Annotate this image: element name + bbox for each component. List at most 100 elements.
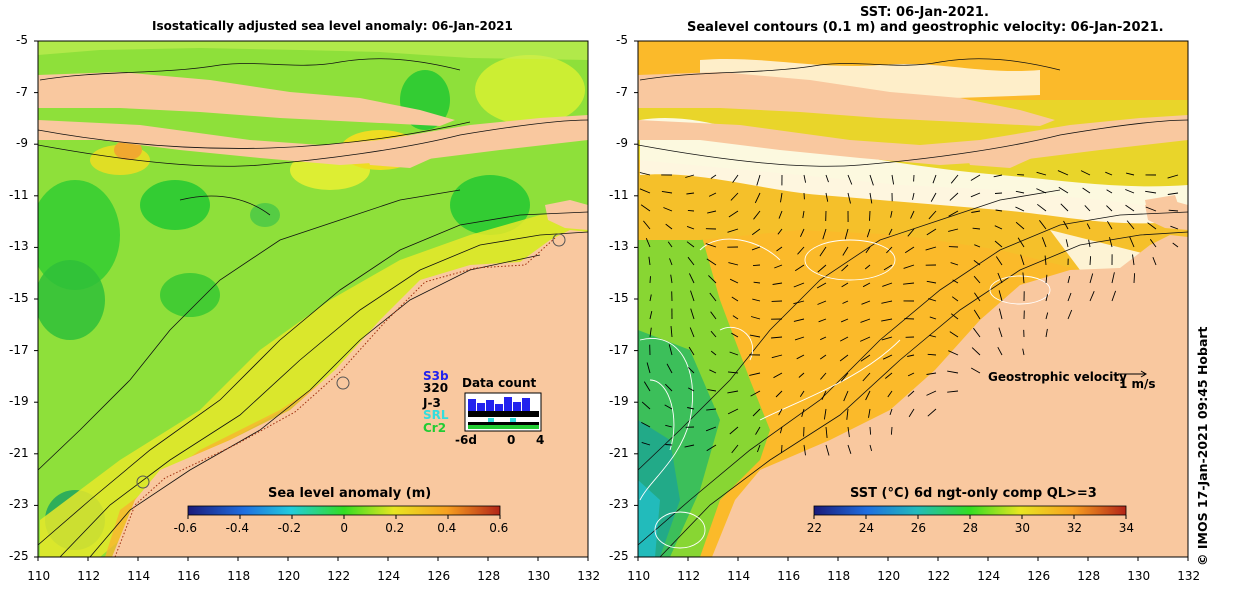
velocity-arrow bbox=[907, 390, 915, 397]
velocity-arrow bbox=[860, 318, 871, 323]
velocity-arrow bbox=[1045, 294, 1049, 302]
velocity-arrow bbox=[755, 426, 761, 435]
velocity-arrow bbox=[817, 300, 827, 305]
velocity-arrow bbox=[971, 210, 981, 213]
north-band bbox=[38, 41, 588, 60]
velocity-arrow bbox=[1080, 170, 1091, 176]
velocity-arrow bbox=[690, 308, 695, 320]
velocity-arrow bbox=[1045, 328, 1048, 338]
velocity-arrow bbox=[841, 282, 849, 288]
velocity-arrow bbox=[907, 354, 915, 357]
velocity-arrow bbox=[947, 370, 959, 374]
velocity-arrow bbox=[687, 256, 695, 266]
x-tick-label: 130 bbox=[527, 569, 551, 583]
colorbar-tick-label: 28 bbox=[962, 521, 979, 535]
velocity-arrow bbox=[823, 408, 827, 420]
velocity-arrow bbox=[882, 282, 893, 287]
velocity-arrow bbox=[772, 282, 783, 285]
satellite-label-srl: SRL bbox=[423, 408, 449, 422]
velocity-arrow bbox=[1111, 290, 1117, 302]
velocity-arrow bbox=[709, 369, 717, 374]
velocity-arrow bbox=[1105, 171, 1113, 176]
x-tick-label: 132 bbox=[1177, 569, 1201, 583]
sla-low-blob bbox=[140, 180, 210, 230]
velocity-arrow bbox=[1065, 239, 1069, 248]
colorbar-tick-label: 0.2 bbox=[385, 521, 405, 535]
velocity-arrow bbox=[973, 260, 981, 266]
velocity-arrow bbox=[661, 190, 673, 194]
velocity-arrow bbox=[1089, 256, 1092, 266]
left-map bbox=[38, 41, 588, 557]
x-tick-label: 130 bbox=[1127, 569, 1151, 583]
velocity-arrow bbox=[930, 192, 937, 202]
velocity-arrow bbox=[820, 372, 827, 380]
velocity-arrow bbox=[926, 228, 937, 236]
velocity-arrow bbox=[994, 192, 1003, 194]
velocity-arrow bbox=[926, 390, 937, 396]
velocity-arrow bbox=[727, 408, 739, 415]
velocity-arrow bbox=[798, 372, 805, 378]
velocity-arrow bbox=[869, 192, 873, 204]
velocity-arrow bbox=[646, 362, 651, 374]
sst-colorbar-label: SST (°C) 6d ngt-only comp QL>=3 bbox=[850, 486, 1097, 501]
velocity-arrow bbox=[821, 390, 827, 400]
velocity-arrow bbox=[865, 246, 871, 254]
velocity-arrow bbox=[929, 316, 937, 320]
velocity-arrow bbox=[793, 300, 805, 305]
velocity-arrow bbox=[728, 210, 739, 218]
velocity-arrow bbox=[665, 424, 673, 428]
colorbar-tick-label: 0 bbox=[340, 521, 349, 535]
velocity-arrow bbox=[1045, 312, 1049, 320]
velocity-arrow bbox=[754, 192, 761, 204]
velocity-arrow bbox=[1107, 220, 1113, 230]
velocity-arrow bbox=[1086, 223, 1091, 230]
velocity-arrow bbox=[639, 188, 651, 194]
y-tick-label: -15 bbox=[9, 291, 29, 305]
velocity-arrow bbox=[1145, 206, 1157, 212]
velocity-arrow bbox=[1167, 192, 1179, 195]
x-tick-label: 120 bbox=[877, 569, 901, 583]
velocity-arrow bbox=[912, 192, 915, 200]
velocity-arrow bbox=[794, 264, 805, 272]
velocity-arrow bbox=[1170, 225, 1179, 230]
velocity-arrow bbox=[862, 372, 871, 382]
velocity-arrow bbox=[869, 444, 873, 452]
velocity-arrow bbox=[705, 243, 717, 248]
velocity-arrow bbox=[839, 336, 849, 342]
velocity-arrow bbox=[1129, 236, 1135, 248]
velocity-arrow bbox=[1168, 209, 1179, 212]
velocity-arrow bbox=[1015, 221, 1025, 230]
velocity-arrow bbox=[663, 207, 673, 212]
velocity-arrow bbox=[890, 426, 893, 435]
velocity-arrow bbox=[926, 372, 937, 375]
velocity-arrow bbox=[948, 350, 959, 356]
velocity-arrow bbox=[866, 228, 871, 238]
velocity-arrow bbox=[1109, 237, 1113, 248]
velocity-arrow bbox=[639, 172, 651, 176]
velocity-arrow bbox=[994, 240, 1003, 248]
sla-colorbar bbox=[187, 505, 501, 516]
velocity-legend-label: Geostrophic velocity bbox=[988, 370, 1127, 384]
velocity-arrow bbox=[1089, 291, 1095, 302]
y-tick-label: -17 bbox=[609, 342, 629, 357]
satellite-label-320: 320 bbox=[423, 381, 449, 395]
velocity-arrow bbox=[822, 228, 827, 240]
velocity-arrow bbox=[687, 367, 695, 374]
velocity-arrow bbox=[686, 225, 695, 230]
x-tick-label: 120 bbox=[277, 569, 301, 583]
colorbar-tick-label: -0.6 bbox=[173, 521, 198, 535]
tide-gauge-marker bbox=[552, 233, 566, 247]
data-count-bars bbox=[468, 394, 539, 429]
velocity-arrow bbox=[928, 210, 937, 220]
velocity-arrow bbox=[749, 372, 761, 376]
velocity-arrow bbox=[1022, 272, 1025, 284]
velocity-arrow bbox=[641, 441, 651, 446]
velocity-arrow bbox=[750, 316, 761, 320]
velocity-arrow bbox=[949, 192, 959, 201]
velocity-arrow bbox=[1015, 190, 1025, 194]
velocity-arrow bbox=[649, 294, 652, 302]
velocity-arrow bbox=[825, 192, 829, 202]
velocity-arrow bbox=[847, 174, 853, 185]
velocity-arrow bbox=[648, 256, 651, 266]
velocity-arrow bbox=[670, 274, 673, 284]
